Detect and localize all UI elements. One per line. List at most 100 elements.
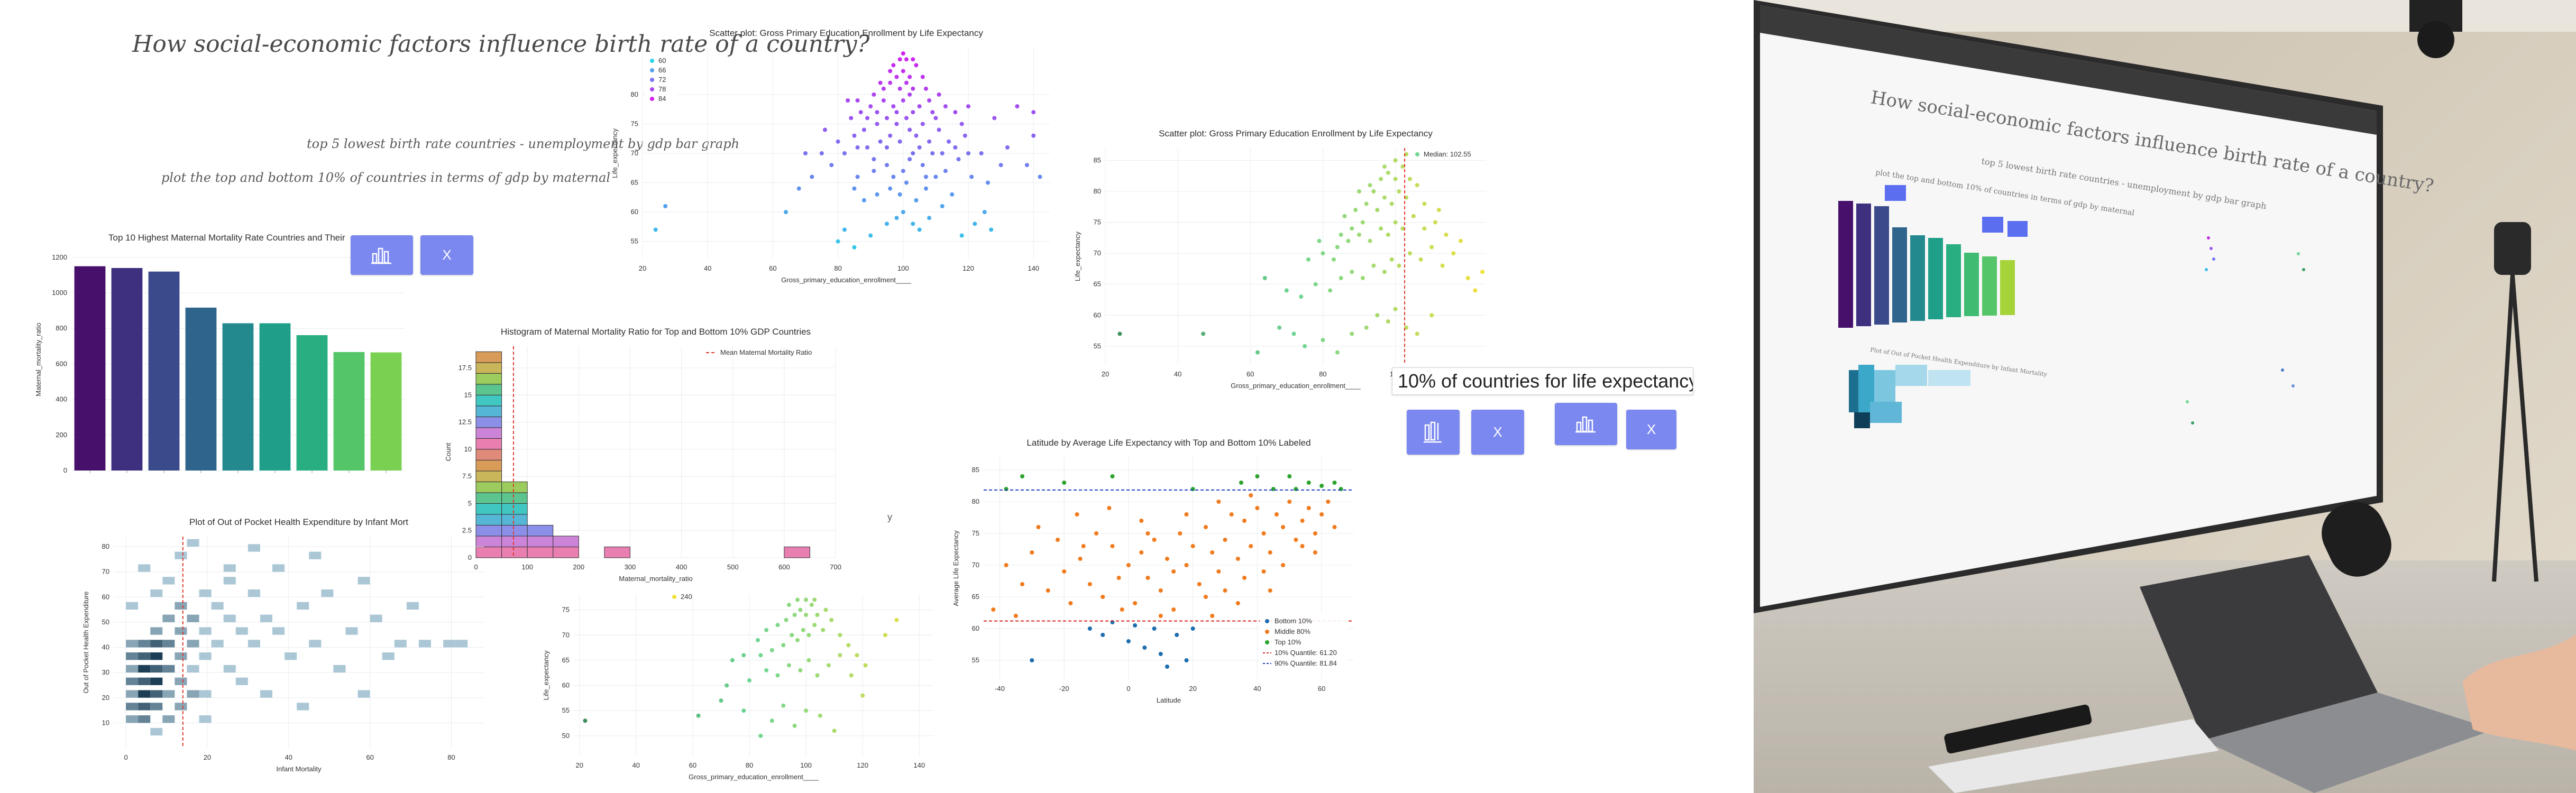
scatter-point [904, 80, 909, 85]
scatter-point [998, 163, 1003, 168]
middle-point [1281, 563, 1286, 567]
scatter-point [894, 75, 899, 79]
scatter-point [842, 227, 847, 232]
heatmap-cell [235, 627, 248, 635]
histogram-segment [475, 373, 502, 385]
middle-point [1158, 588, 1163, 593]
middle-point [1204, 595, 1208, 599]
scatter-point [1386, 319, 1390, 324]
middle-point [1139, 550, 1144, 555]
x-tick-label: 120 [857, 761, 868, 769]
scatter-point [888, 186, 893, 191]
heatmap-cell [187, 665, 199, 673]
bar-chart-icon-2 [1575, 416, 1596, 433]
histogram-segment [553, 546, 579, 558]
colorbar-swatch [650, 59, 654, 63]
heatmap-cell [150, 703, 163, 711]
y-tick-label: 70 [1094, 249, 1101, 257]
laptop-screen [2140, 555, 2378, 740]
scatter-point [792, 613, 797, 617]
x-tick-label: 0 [124, 753, 127, 761]
y-axis-label: Maternal_mortality_ratio [34, 322, 42, 396]
x-tick-label: 0 [1126, 685, 1130, 693]
heatmap-cell [126, 602, 139, 610]
heatmap-cell [199, 690, 212, 698]
scatter-point [868, 104, 873, 109]
heatmap-cell [199, 715, 212, 723]
middle-point [1313, 550, 1317, 555]
scatter-point [1375, 208, 1380, 213]
y-tick-label: 60 [631, 208, 638, 216]
heatmap-cell [138, 690, 151, 698]
scatter-point [810, 174, 814, 179]
scatter-point [904, 116, 909, 121]
scatter-point [956, 157, 961, 162]
scatter-point [959, 233, 964, 238]
overlay-query-field[interactable]: 10% of countries for life expectancy [1392, 367, 1693, 395]
chart-title: Latitude by Average Life Expectancy with… [1026, 438, 1310, 448]
scatter-point [741, 653, 746, 658]
scatter-point [1429, 245, 1434, 250]
bar [370, 352, 402, 471]
scatter-point [953, 110, 958, 115]
scatter-point [756, 638, 760, 642]
scatter-point [741, 708, 746, 713]
colorbar-swatch [650, 97, 654, 101]
scatter-point [940, 151, 945, 155]
legend-bg [1260, 614, 1349, 669]
histogram-mortality: 0 100 200 300 400 500 600 700 0 2.5 5 7.5 10 12.5 15 17… [412, 317, 846, 587]
chart-type-button-2[interactable] [1555, 403, 1617, 445]
close-button-3[interactable]: X [1626, 410, 1676, 449]
scatter-point [775, 673, 780, 678]
scatter-point [730, 658, 735, 662]
scatter-point [795, 638, 800, 642]
scatter-point [822, 127, 827, 132]
heatmap-cell [309, 551, 322, 559]
scatter-point [875, 192, 879, 197]
chart-type-button[interactable] [351, 235, 413, 275]
screen-chart-button [1982, 217, 2003, 233]
screen-bar [1928, 238, 1943, 319]
scatter-point [959, 122, 964, 126]
scatter-point [917, 145, 922, 150]
scatter-point [888, 69, 893, 73]
x-tick-label: 120 [962, 264, 974, 272]
scatter-point [901, 169, 905, 173]
chart-title: Histogram of Maternal Mortality Ratio fo… [501, 327, 811, 337]
scatter-point [923, 174, 928, 179]
close-button-2[interactable]: X [1471, 410, 1524, 455]
close-button[interactable]: X [420, 235, 473, 275]
middle-point [1184, 563, 1189, 567]
middle-point [1116, 576, 1121, 580]
scatter-top-svg: 20 40 60 80 100 120 140 55 60 65 70 75 80 Scatter plo… [611, 28, 1050, 284]
histogram-segment [475, 427, 502, 439]
middle-point [1197, 582, 1202, 586]
middle-point [1235, 557, 1240, 561]
middle-point [1223, 588, 1227, 593]
heatmap-cell [211, 640, 224, 648]
bottom-point [1152, 626, 1157, 631]
bottom-point [1101, 633, 1105, 637]
scatter-point [1353, 208, 1358, 213]
middle-point [1158, 614, 1163, 618]
middle-point [1287, 500, 1292, 504]
screen-heat-cell [1849, 370, 1858, 412]
note-unemployment: top 5 lowest birth rate countries - unem… [307, 136, 740, 151]
middle-point [1294, 538, 1298, 542]
scatter-point [821, 628, 826, 632]
middle-point [1030, 550, 1034, 555]
scatter-point [781, 643, 786, 648]
chart-edit-button[interactable] [1407, 410, 1460, 455]
x-tick-label: 40 [285, 753, 292, 761]
scatter-point [1404, 195, 1409, 200]
scatter-point [809, 603, 814, 607]
screen-heat-cell [1895, 365, 1927, 386]
bottom-point [1184, 658, 1189, 662]
top-point [1020, 474, 1025, 478]
scatter-point [1357, 233, 1361, 237]
middle-point [1171, 607, 1176, 612]
middle-point [1171, 569, 1176, 574]
heatmap-cell [150, 652, 163, 660]
scatter-point [1408, 251, 1412, 256]
bottom-point [1158, 652, 1163, 656]
